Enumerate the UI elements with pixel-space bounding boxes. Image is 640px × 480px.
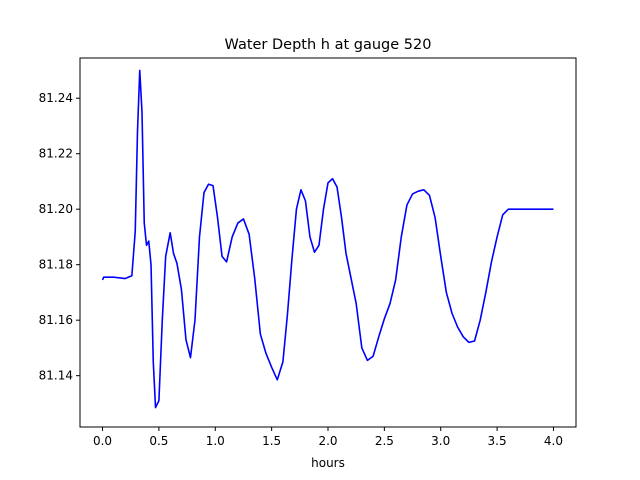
x-tick-label: 1.5 [262,434,281,448]
chart-title: Water Depth h at gauge 520 [225,37,432,53]
x-axis-label: hours [311,456,345,470]
y-tick-label: 81.18 [39,258,73,272]
x-tick-label: 0.0 [93,434,112,448]
x-tick-label: 3.5 [488,434,507,448]
x-tick-label: 4.0 [544,434,563,448]
y-tick-label: 81.20 [39,202,73,216]
series-line-0 [101,69,554,409]
x-tick-label: 2.0 [318,434,337,448]
y-tick-label: 81.16 [39,313,73,327]
x-tick-label: 3.0 [431,434,450,448]
x-tick-label: 2.5 [375,434,394,448]
y-tick-label: 81.24 [39,91,73,105]
y-tick-label: 81.14 [39,369,73,383]
x-tick-label: 0.5 [149,434,168,448]
x-tick-label: 1.0 [206,434,225,448]
y-tick-label: 81.22 [39,147,73,161]
plot-area: 0.0 0.5 1.0 1.5 2.0 2.5 3.0 3.5 4.0 81.14 81.16 81.… [39,57,577,448]
